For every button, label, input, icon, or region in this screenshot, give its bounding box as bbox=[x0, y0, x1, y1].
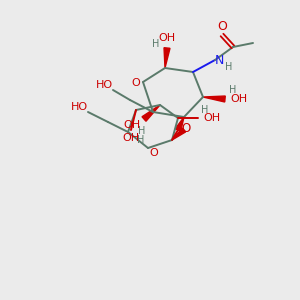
Text: O: O bbox=[217, 20, 227, 34]
Text: N: N bbox=[214, 55, 224, 68]
Text: H: H bbox=[138, 126, 146, 136]
Polygon shape bbox=[164, 48, 170, 68]
Text: OH: OH bbox=[123, 120, 141, 130]
Text: OH: OH bbox=[122, 133, 140, 143]
Text: HO: HO bbox=[70, 102, 88, 112]
Text: H: H bbox=[229, 85, 237, 95]
Polygon shape bbox=[172, 128, 186, 140]
Text: H: H bbox=[152, 39, 160, 49]
Text: O: O bbox=[150, 148, 158, 158]
Text: O: O bbox=[182, 122, 190, 134]
Text: OH: OH bbox=[158, 33, 176, 43]
Text: H: H bbox=[137, 135, 145, 145]
Polygon shape bbox=[203, 96, 225, 102]
Polygon shape bbox=[175, 117, 184, 131]
Text: OH: OH bbox=[230, 94, 248, 104]
Text: H: H bbox=[225, 62, 233, 72]
Text: OH: OH bbox=[203, 113, 220, 123]
Text: HO: HO bbox=[95, 80, 112, 90]
Text: O: O bbox=[132, 78, 140, 88]
Text: H: H bbox=[201, 105, 209, 115]
Polygon shape bbox=[142, 105, 160, 121]
